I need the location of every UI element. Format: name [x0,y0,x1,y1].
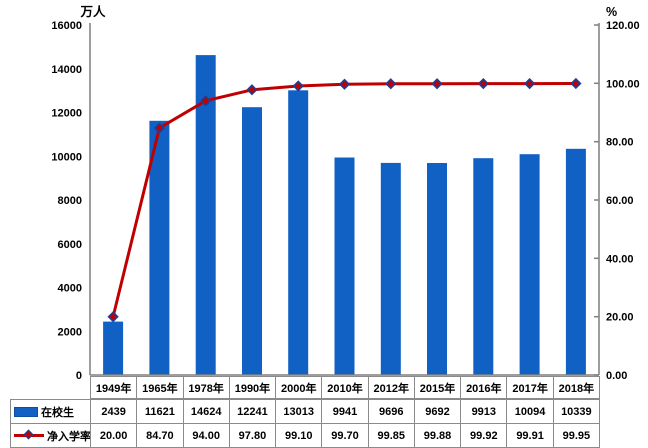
right-axis-tick-label: 120.00 [606,20,640,32]
legend-item-rate: 净入学率 [11,424,90,447]
right-axis-tick-label: 60.00 [606,195,634,207]
year-row: 1949年 1965年 1978年 1990年 2000年 2010年 2012年 2015年… [90,376,600,399]
bar [427,163,447,375]
year-cell: 2017年 [507,377,553,398]
diamond-marker [292,80,304,92]
value-cell: 9913 [461,400,507,423]
value-cell: 99.91 [507,424,553,447]
left-axis-tick-label: 4000 [58,283,82,295]
year-cell: 2016年 [461,377,507,398]
value-cell: 97.80 [229,424,276,447]
bar [473,158,494,375]
diamond-marker [107,311,119,323]
value-cell: 99.10 [276,424,322,447]
left-axis-tick-label: 14000 [51,64,82,76]
legend-label-rate: 净入学率 [47,430,90,443]
right-axis-tick-label: 0.00 [606,370,627,382]
bar [519,154,540,375]
bar [380,162,401,375]
legend-item-enrollment: 在校生 [11,400,90,423]
bar [288,90,309,376]
diamond-marker [477,77,489,90]
left-axis-tick-label: 12000 [51,108,82,120]
year-cell: 2015年 [414,377,461,398]
value-cell: 12241 [229,400,276,423]
year-cell: 2010年 [322,377,368,398]
value-cell: 9941 [322,400,368,423]
value-cell: 10094 [507,400,553,423]
left-axis-tick-label: 10000 [51,151,82,163]
value-cell: 94.00 [183,424,229,447]
data-row-1: 净入学率 20.00 84.70 94.00 97.80 99.10 99.70 99.85… [10,423,600,448]
value-cell: 9692 [414,400,461,423]
bar [195,55,216,375]
year-cell: 2012年 [368,377,414,398]
year-cell: 1990年 [229,377,276,398]
line-series-swatch-icon [14,429,44,440]
diamond-marker [385,78,397,90]
value-cell: 99.85 [368,424,414,447]
value-cell: 99.88 [414,424,461,447]
bar [242,107,262,375]
left-axis-title: 万人 [79,4,106,19]
value-cell: 84.70 [137,424,183,447]
diamond-marker [153,122,166,134]
value-cell: 10339 [553,400,599,423]
value-cell: 13013 [276,400,322,423]
data-row-0: 在校生 2439 11621 14624 12241 13013 9941 9696 9692… [10,399,600,424]
bar [149,120,170,375]
bar [103,321,124,375]
value-cell: 99.92 [461,424,507,447]
year-cell: 1978年 [183,377,229,398]
value-cell: 2439 [91,400,137,423]
right-axis-tick-label: 80.00 [606,137,634,149]
value-cell: 99.95 [553,424,599,447]
diamond-marker [570,77,582,90]
right-axis-tick-label: 40.00 [606,253,634,265]
right-axis-tick-label: 100.00 [606,78,640,90]
year-cell: 2000年 [276,377,322,398]
diamond-marker [523,77,536,90]
right-axis-title: % [606,5,617,19]
year-cell: 1949年 [91,377,137,398]
value-cell: 11621 [137,400,183,423]
diamond-marker [431,78,443,90]
left-axis-tick-label: 16000 [51,20,82,32]
legend-label-enrollment: 在校生 [41,406,74,419]
diamond-marker [246,84,258,96]
diamond-marker [200,95,212,107]
value-cell: 14624 [183,400,229,423]
bar [565,148,586,375]
year-cell: 1965年 [137,377,183,398]
left-axis-tick-label: 6000 [58,239,82,251]
left-axis-tick-label: 8000 [58,195,82,207]
value-cell: 9696 [368,400,414,423]
value-cell: 99.70 [322,424,368,447]
left-axis-tick-label: 0 [76,370,82,382]
year-cell: 2018年 [553,377,599,398]
right-axis-tick-label: 20.00 [606,312,634,324]
diamond-marker [338,78,351,90]
bar [334,157,355,375]
left-axis-tick-label: 2000 [58,326,82,338]
bar-series-swatch-icon [14,406,38,417]
value-cell: 20.00 [91,424,137,447]
